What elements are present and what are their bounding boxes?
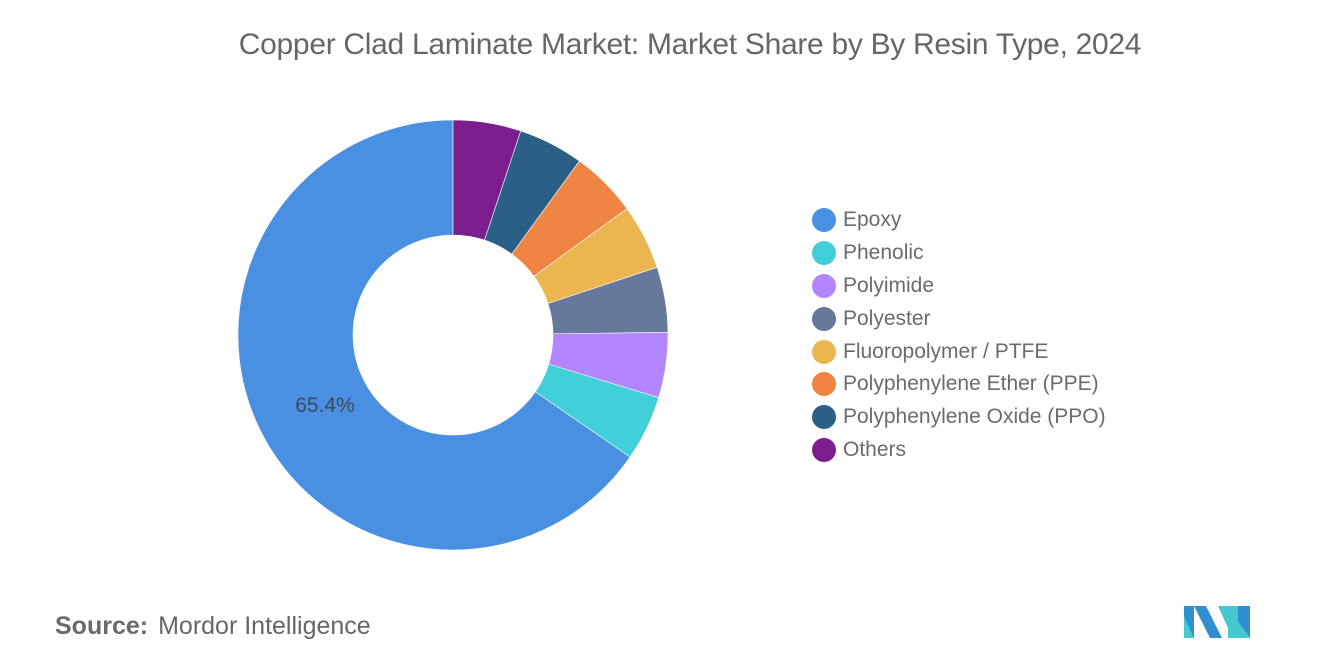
mordor-intelligence-logo-icon [1184,606,1250,638]
legend-item-phenolic[interactable]: Phenolic [812,237,1106,270]
legend-label: Polyphenylene Ether (PPE) [843,372,1099,396]
chart-title: Copper Clad Laminate Market: Market Shar… [238,28,1142,61]
legend-item-polyester[interactable]: Polyester [812,302,1106,335]
legend-label: Fluoropolymer / PTFE [843,339,1049,363]
legend-dot-icon [812,208,836,233]
legend-dot-icon [812,339,836,364]
legend-label: Polyester [843,306,931,330]
legend-label: Polyphenylene Oxide (PPO) [843,405,1106,429]
chart-legend: Epoxy Phenolic Polyimide Polyester Fluor… [812,204,1106,466]
legend-item-fluoropolymer[interactable]: Fluoropolymer / PTFE [812,335,1106,368]
source-value: Mordor Intelligence [158,612,371,640]
legend-dot-icon [812,437,836,462]
legend-label: Phenolic [843,241,924,265]
legend-dot-icon [812,372,836,397]
source-label: Source: [55,612,149,640]
legend-dot-icon [812,273,836,298]
donut-slices [237,119,669,551]
donut-slice-epoxy[interactable] [237,119,631,551]
source-note: Source: Mordor Intelligence [55,612,371,641]
legend-dot-icon [812,405,836,430]
donut-slice-others[interactable] [452,119,522,241]
legend-item-ppo[interactable]: Polyphenylene Oxide (PPO) [812,401,1106,434]
legend-item-others[interactable]: Others [812,434,1106,467]
legend-label: Epoxy [843,208,902,232]
legend-item-polyimide[interactable]: Polyimide [812,270,1106,303]
legend-label: Others [843,437,907,461]
legend-item-epoxy[interactable]: Epoxy [812,204,1106,237]
legend-item-ppe[interactable]: Polyphenylene Ether (PPE) [812,368,1106,401]
legend-dot-icon [812,306,836,331]
legend-dot-icon [812,241,836,266]
legend-label: Polyimide [843,273,935,297]
epoxy-data-label: 65.4% [295,394,355,417]
